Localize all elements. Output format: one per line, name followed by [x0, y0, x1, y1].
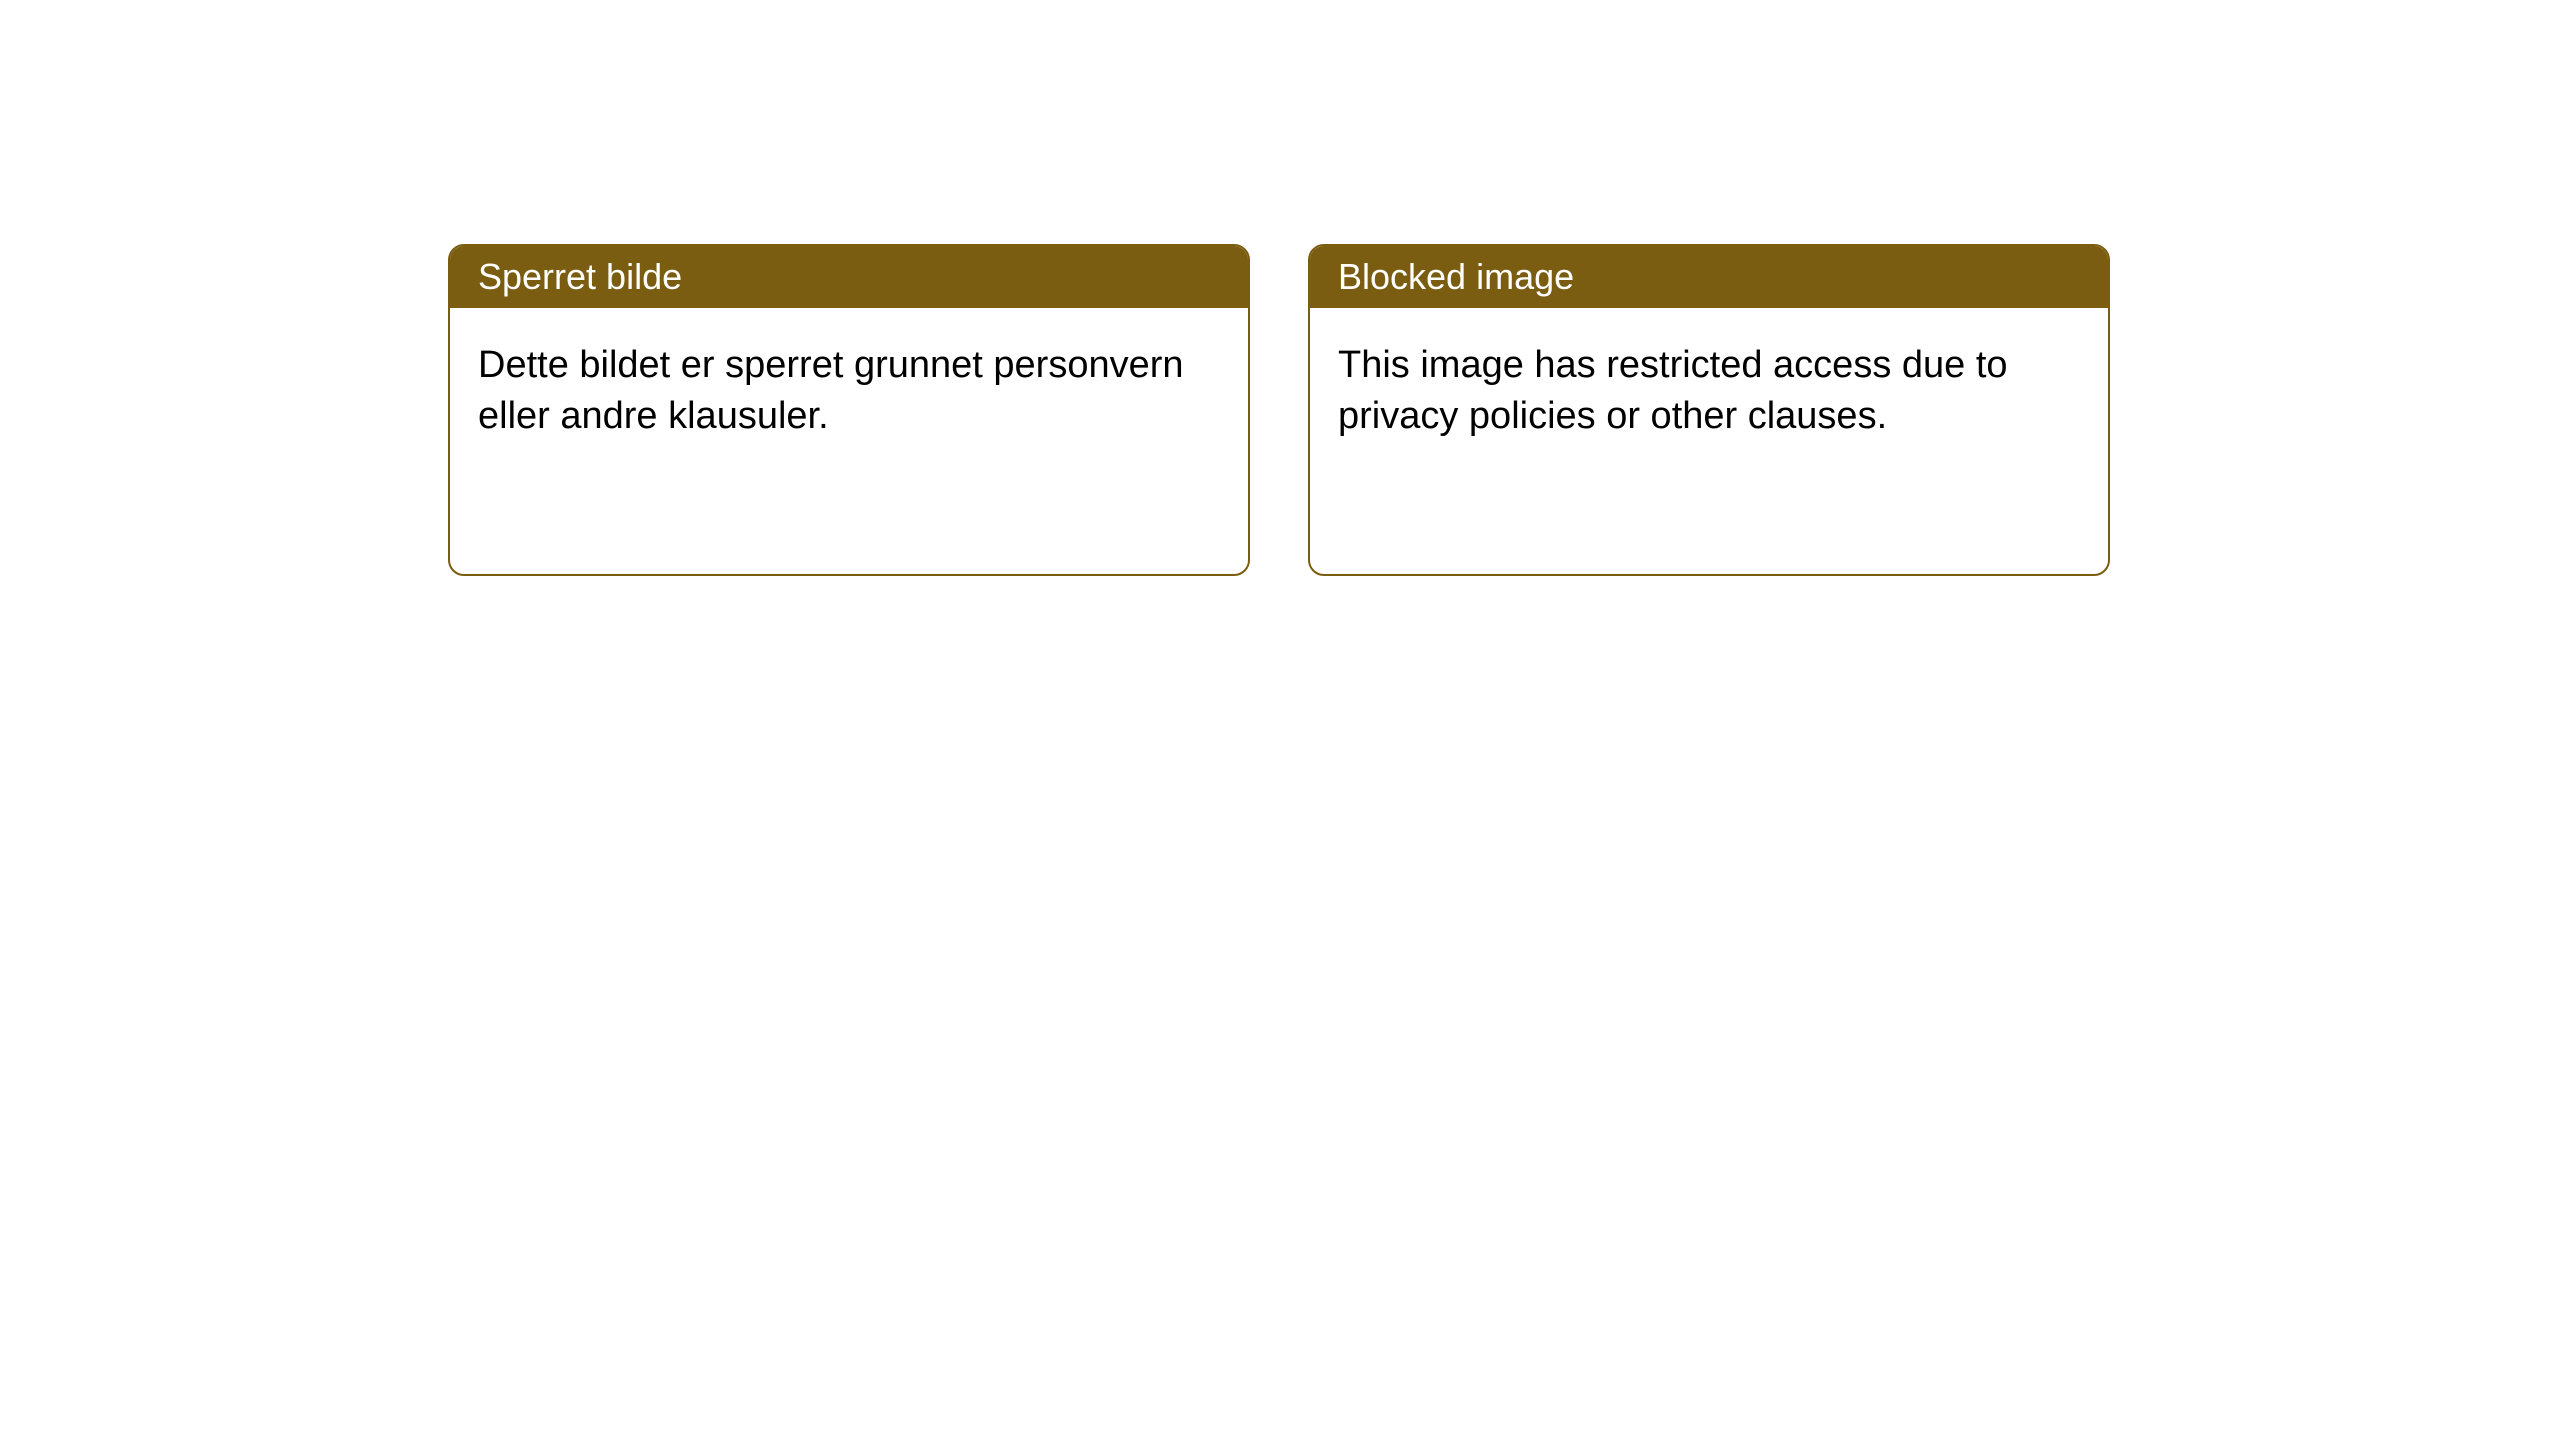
- card-body-english: This image has restricted access due to …: [1310, 308, 2108, 475]
- blocked-image-card-english: Blocked image This image has restricted …: [1308, 244, 2110, 576]
- card-header-norwegian: Sperret bilde: [450, 246, 1248, 308]
- blocked-image-card-norwegian: Sperret bilde Dette bildet er sperret gr…: [448, 244, 1250, 576]
- blocked-image-cards-container: Sperret bilde Dette bildet er sperret gr…: [448, 244, 2110, 576]
- card-body-norwegian: Dette bildet er sperret grunnet personve…: [450, 308, 1248, 475]
- card-header-english: Blocked image: [1310, 246, 2108, 308]
